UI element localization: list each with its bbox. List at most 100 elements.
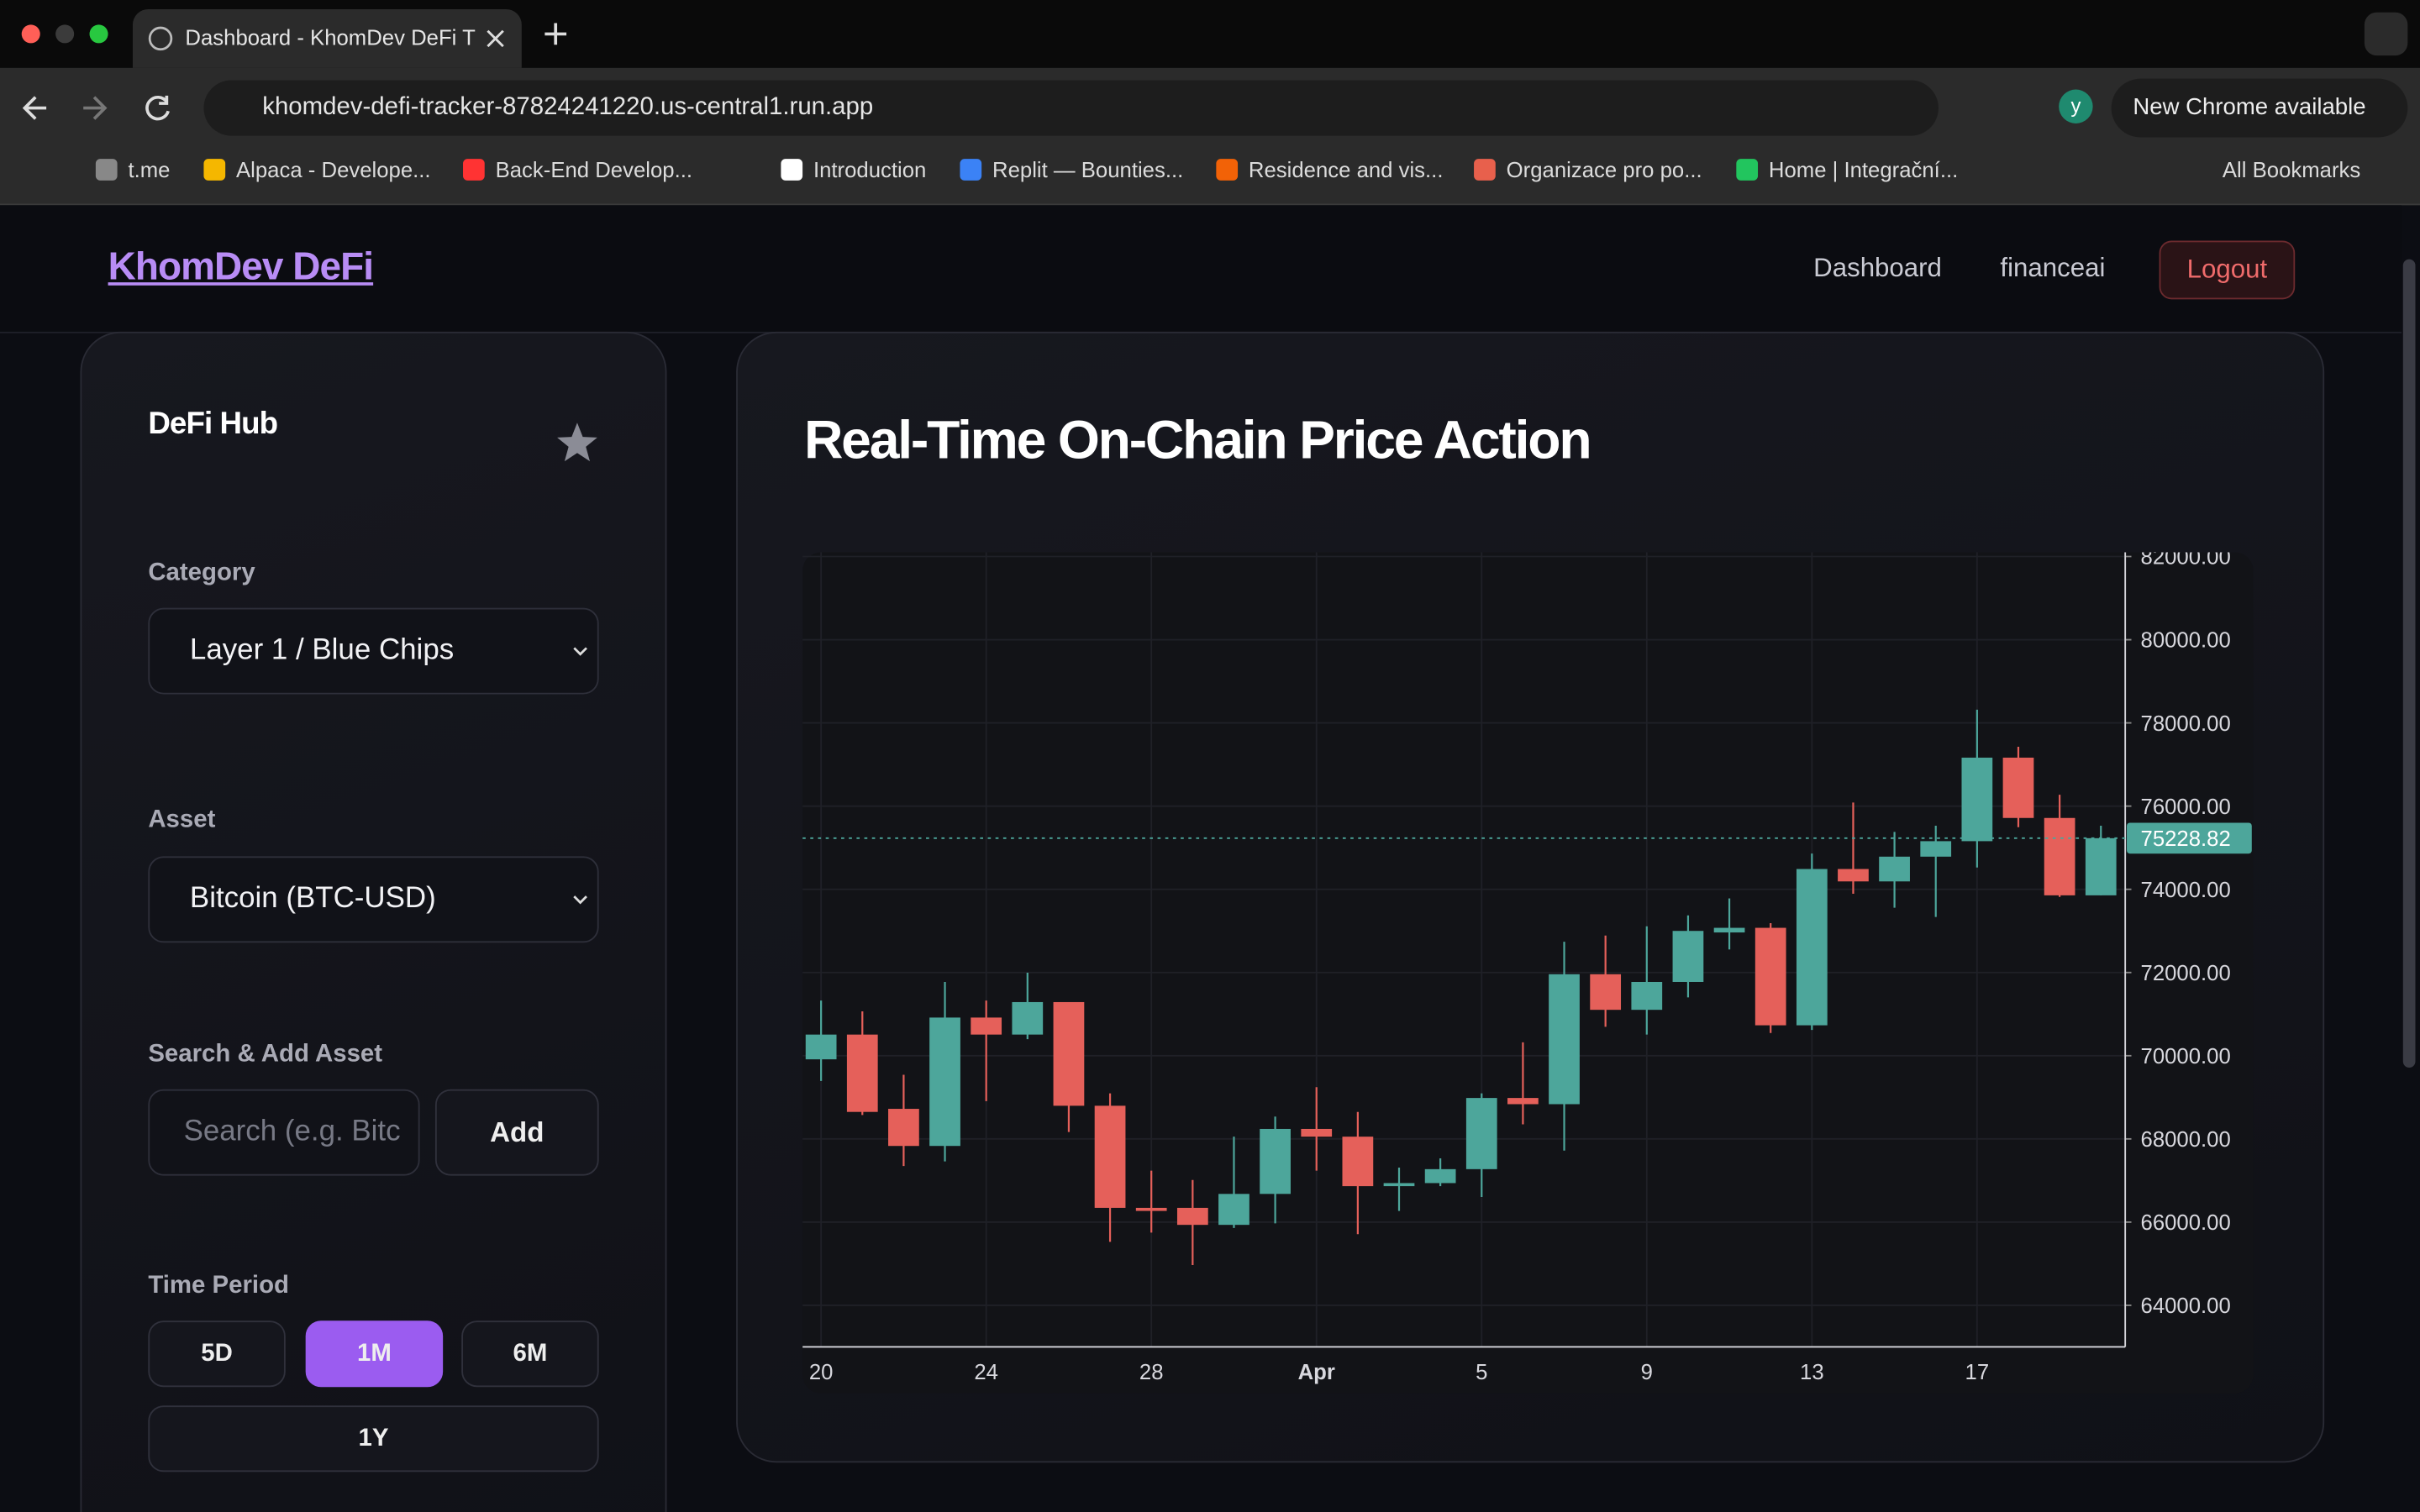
period-button-active[interactable]: 1M [305,1320,444,1388]
y-tick-label: 76000.00 [2141,795,2231,819]
update-button[interactable]: New Chrome available [2111,78,2408,138]
candle-body [2085,837,2117,895]
bookmark[interactable]: Residence and vis... [1216,157,1444,182]
address-bar[interactable]: khomdev-defi-tracker-87824241220.us-cent… [203,80,1939,136]
candle-body [1961,757,1993,842]
tab-icon [148,26,173,51]
bookmark[interactable]: Alpaca - Develope... [203,157,431,182]
field-label: Time Period [148,1273,290,1299]
bookmark-icon [960,159,982,181]
y-tick-label: 64000.00 [2141,1294,2231,1318]
reload-button[interactable] [145,95,170,121]
chart-title: Real-Time On-Chain Price Action [803,410,1592,471]
candle-body [1507,1098,1539,1105]
x-tick-label: 20 [809,1361,834,1384]
logo[interactable]: KhomDev DeFi [108,245,374,289]
last-price-label: 75228.82 [2141,827,2231,851]
sidebar-title: DeFi Hub [148,407,278,442]
toolbar: khomdev-defi-tracker-87824241220.us-cent… [0,67,2420,206]
bookmark-icon [1474,159,1496,181]
bookmark[interactable]: Home | Integrační... [1736,157,1958,182]
bookmark-label: Introduction [813,157,927,182]
forward-button[interactable] [83,96,108,120]
select-value: Layer 1 / Blue Chips [189,633,455,667]
y-tick-label: 82000.00 [2141,553,2231,570]
candle-body [1135,1207,1167,1211]
period-button[interactable]: 1Y [148,1405,599,1473]
bookmark-icon [203,159,226,181]
y-tick-label: 72000.00 [2141,962,2231,985]
candle-body [1796,869,1828,1026]
field-label: Category [148,559,255,586]
bookmark-label: Residence and vis... [1248,157,1444,182]
bookmark-label: t.me [128,157,171,182]
nav-link[interactable]: Dashboard [1813,253,1942,283]
url: khomdev-defi-tracker-87824241220.us-cent… [262,94,874,121]
bookmark[interactable]: Introduction [781,157,927,182]
logout-button[interactable]: Logout [2159,240,2296,300]
candle-body [888,1109,919,1147]
bookmark-icon [781,159,803,181]
asset-select[interactable]: Bitcoin (BTC-USD) [148,856,599,943]
tab-search[interactable] [2364,12,2408,56]
chart: 64000.00 66000.00 68000.00 70000.00 72000.00… [802,552,2254,1394]
tab-close[interactable] [485,28,507,50]
candle-body [1342,1137,1374,1187]
new-tab[interactable] [540,18,571,50]
bookmark[interactable]: Back-End Develop... [463,157,692,182]
app-header: KhomDev DeFi Dashboard financeai Logout [0,205,2402,333]
nav-link[interactable]: financeai [2000,253,2106,283]
search-input[interactable]: Search (e.g. Bitc [148,1089,420,1176]
close-window[interactable] [21,24,40,44]
x-tick-label: 9 [1641,1361,1653,1384]
bookmark[interactable]: t.me [95,157,171,182]
bookmark-label: Replit — Bounties... [992,157,1184,182]
candle-body [1094,1105,1126,1208]
add-button[interactable]: Add [434,1089,599,1176]
y-tick-label: 78000.00 [2141,712,2231,736]
x-tick-label: Apr [1298,1361,1335,1384]
placeholder: Search (e.g. Bitc [183,1115,401,1148]
candle-body [1260,1128,1291,1194]
window-controls [21,24,108,44]
bookmark[interactable]: Replit — Bounties... [960,157,1184,182]
x-tick-label: 28 [1139,1361,1164,1384]
x-tick-label: 13 [1800,1361,1824,1384]
y-tick-label: 80000.00 [2141,629,2231,653]
candle-body [1012,1001,1044,1035]
zoom-window[interactable] [89,24,108,44]
candle-body [1672,931,1704,982]
candle-body [1053,1001,1085,1106]
profile[interactable]: y [2059,89,2093,123]
candle-body [805,1034,837,1060]
x-tick-label: 17 [1965,1361,1990,1384]
minimize-window[interactable] [55,24,75,44]
candle-body [1424,1168,1456,1184]
candle-body [929,1017,960,1147]
all-bookmarks[interactable]: All Bookmarks [2222,157,2361,182]
favorite-star[interactable] [554,420,600,466]
back-button[interactable] [22,96,47,120]
select-value: Bitcoin (BTC-USD) [189,882,436,916]
bookmark[interactable]: Organizace pro po... [1474,157,1702,182]
candle-body [1713,927,1745,933]
period-button[interactable]: 6M [461,1320,599,1388]
bookmark-label: Alpaca - Develope... [236,157,431,182]
bookmark-icon [463,159,485,181]
scrollbar[interactable] [2402,259,2416,1068]
tab-bar: Dashboard - KhomDev DeFi T [0,0,2420,68]
candle-body [1838,869,1869,882]
category-select[interactable]: Layer 1 / Blue Chips [148,607,599,695]
chevron [573,647,587,656]
candle-body [2002,757,2034,818]
field-label: Asset [148,806,216,833]
bookmark-icon [95,159,118,181]
candle-body [1631,981,1663,1011]
candle-body [846,1034,878,1112]
period-button[interactable]: 5D [148,1320,286,1388]
candle-body [1383,1183,1415,1187]
candle-body [971,1017,1002,1035]
active-tab[interactable]: Dashboard - KhomDev DeFi T [132,9,522,68]
x-tick-label: 5 [1476,1361,1487,1384]
